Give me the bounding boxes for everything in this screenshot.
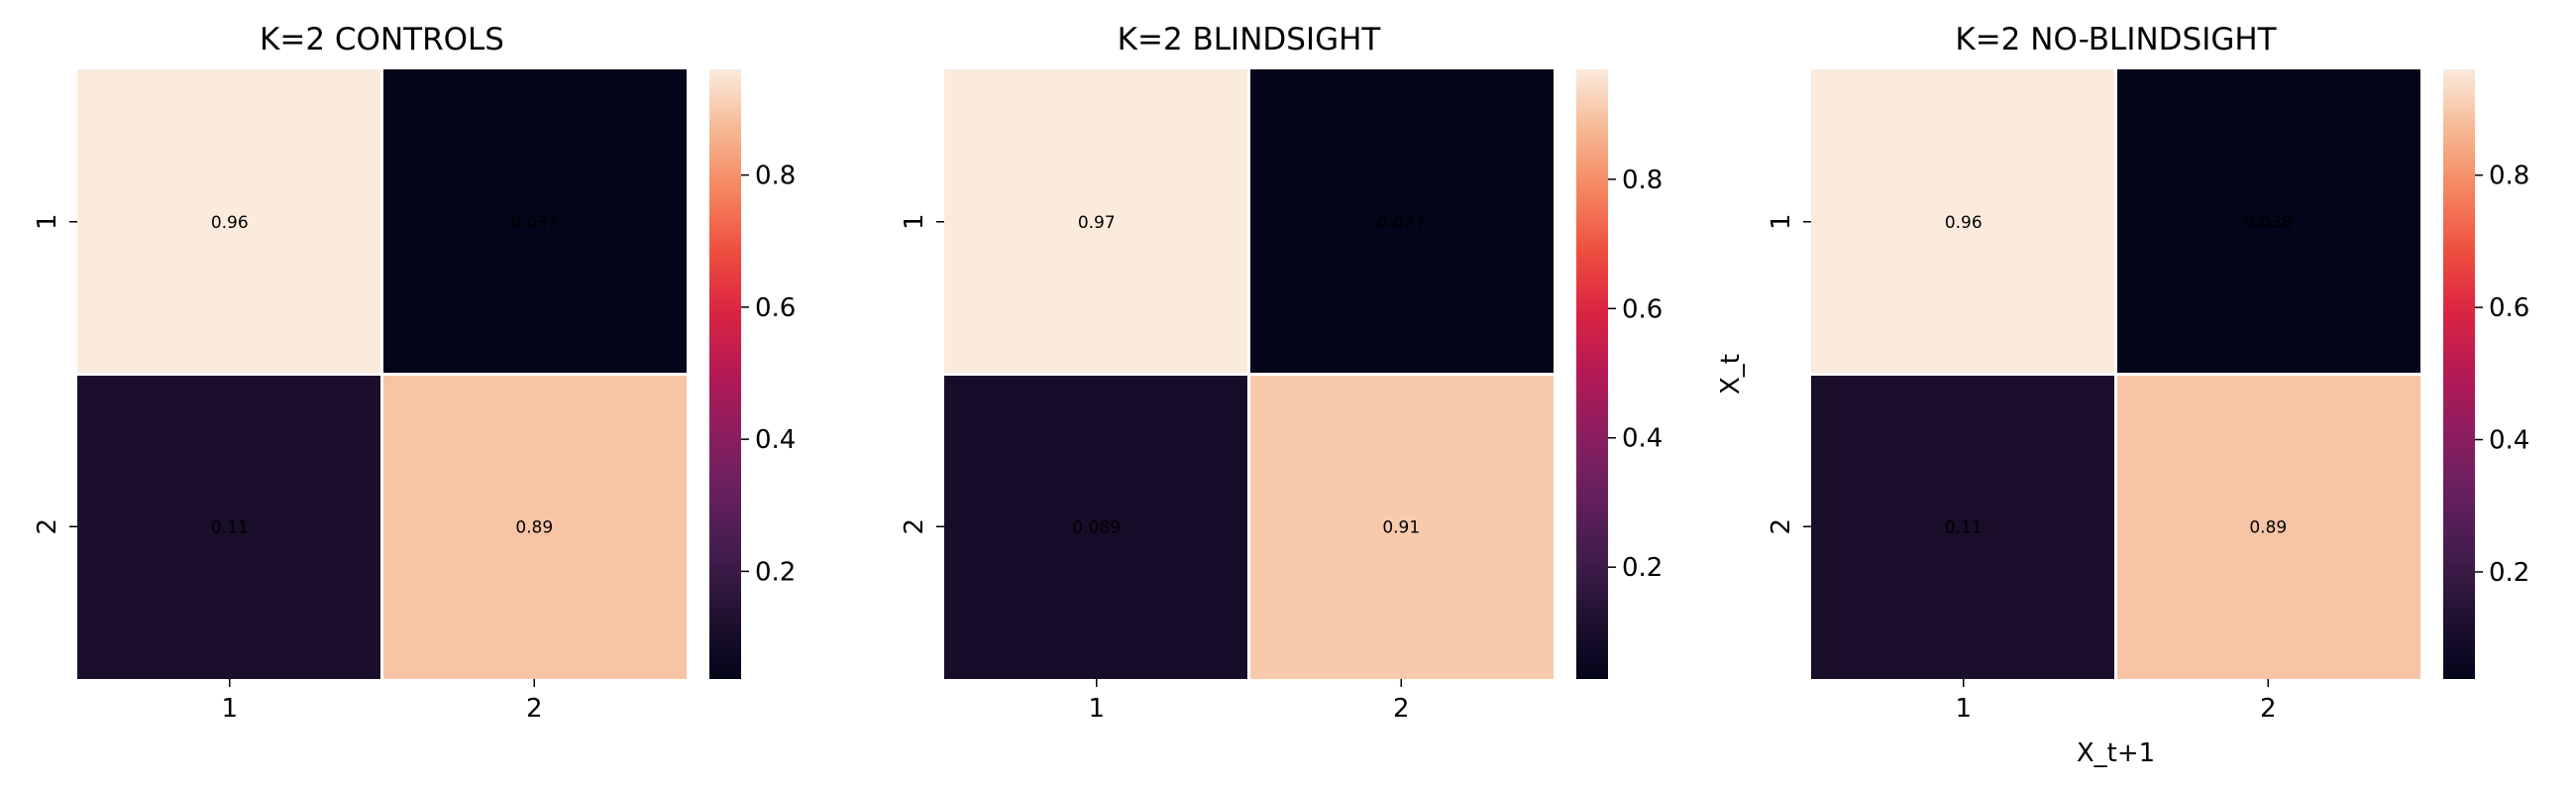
cell-annotation: 0.11 bbox=[211, 517, 249, 537]
colorbar-tick-label: 0.8 bbox=[755, 162, 796, 191]
colorbar bbox=[2443, 69, 2475, 679]
cell-annotation: 0.91 bbox=[1382, 517, 1420, 537]
x-tick-label: 2 bbox=[526, 694, 543, 724]
heatmap-cell bbox=[2115, 69, 2420, 375]
chart-title: K=2 BLINDSIGHT bbox=[1118, 22, 1382, 57]
cell-annotation: 0.96 bbox=[1945, 213, 1983, 233]
chart-title: K=2 CONTROLS bbox=[260, 22, 504, 57]
y-tick-label: 2 bbox=[1767, 518, 1796, 535]
x-tick-label: 1 bbox=[1088, 694, 1105, 724]
colorbar-tick-label: 0.4 bbox=[2489, 426, 2529, 456]
heatmap-cell bbox=[381, 374, 687, 679]
heatmap-panel: K=2 BLINDSIGHT 0.97 0.027 0.089 0.91 1 2 1 2 0.8 0… bbox=[900, 22, 1663, 724]
heatmap-cell bbox=[2115, 374, 2420, 679]
heatmap-cell bbox=[944, 374, 1249, 679]
y-tick-label: 1 bbox=[900, 213, 929, 230]
cell-annotation: 0.027 bbox=[1377, 213, 1426, 233]
heatmap-cell bbox=[1248, 374, 1554, 679]
colorbar-tick-label: 0.6 bbox=[1622, 294, 1663, 324]
colorbar-tick-label: 0.2 bbox=[755, 557, 796, 587]
y-tick-label: 2 bbox=[33, 518, 62, 535]
cell-annotation: 0.089 bbox=[1072, 517, 1121, 537]
x-tick-label: 2 bbox=[1393, 694, 1410, 724]
colorbar bbox=[709, 69, 741, 679]
colorbar-tick-label: 0.4 bbox=[1622, 424, 1663, 454]
heatmap-cell bbox=[77, 374, 382, 679]
heatmap-panel: K=2 CONTROLS 0.96 0.037 0.11 0.89 1 2 1 2 0.8 0.6 0… bbox=[33, 22, 796, 724]
cell-annotation: 0.89 bbox=[515, 517, 553, 537]
x-tick-label: 1 bbox=[221, 694, 238, 724]
cell-annotation: 0.038 bbox=[2244, 213, 2293, 233]
heatmap-panel: K=2 NO-BLINDSIGHT 0.96 0.038 0.11 0.89 1 2 1 2 X_… bbox=[1716, 22, 2529, 768]
y-tick-label: 2 bbox=[900, 518, 929, 535]
chart-title: K=2 NO-BLINDSIGHT bbox=[1955, 22, 2277, 57]
heatmap-cell bbox=[1248, 69, 1554, 375]
heatmap-cell bbox=[944, 69, 1249, 375]
heatmap-cell bbox=[381, 69, 687, 375]
cell-annotation: 0.89 bbox=[2249, 517, 2287, 537]
colorbar-tick-label: 0.2 bbox=[1622, 553, 1663, 583]
colorbar-tick-label: 0.6 bbox=[755, 293, 796, 323]
cell-annotation: 0.97 bbox=[1078, 213, 1116, 233]
heatmap-cell bbox=[1811, 374, 2116, 679]
y-axis-label: X_t bbox=[1716, 354, 1746, 395]
colorbar-tick-label: 0.8 bbox=[1622, 166, 1663, 195]
cell-annotation: 0.96 bbox=[211, 213, 249, 233]
cell-annotation: 0.037 bbox=[510, 213, 559, 233]
colorbar-tick-label: 0.2 bbox=[2489, 558, 2529, 588]
x-axis-label: X_t+1 bbox=[2077, 738, 2155, 768]
y-tick-label: 1 bbox=[33, 213, 62, 230]
heatmap-cell bbox=[77, 69, 382, 375]
colorbar-tick-label: 0.8 bbox=[2489, 162, 2529, 191]
x-tick-label: 1 bbox=[1955, 694, 1972, 724]
heatmap-cell bbox=[1811, 69, 2116, 375]
colorbar-tick-label: 0.6 bbox=[2489, 293, 2529, 323]
colorbar-tick-label: 0.4 bbox=[755, 425, 796, 455]
y-tick-label: 1 bbox=[1767, 213, 1796, 230]
cell-annotation: 0.11 bbox=[1945, 517, 1983, 537]
x-tick-label: 2 bbox=[2260, 694, 2277, 724]
colorbar bbox=[1576, 69, 1608, 679]
